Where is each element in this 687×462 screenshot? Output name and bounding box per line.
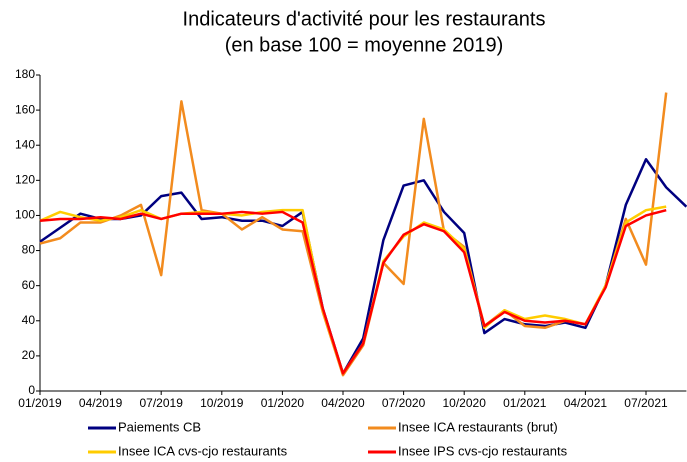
x-tick-label: 01/2020 [261,396,305,410]
legend-label: Insee ICA restaurants (brut) [398,419,558,434]
series-line [39,92,668,377]
series-line [39,158,687,375]
y-tick-label: 20 [22,348,36,362]
x-tick-label: 07/2019 [140,396,184,410]
x-tick-label: 10/2019 [200,396,244,410]
series-line [39,208,667,375]
y-tick-label: 0 [28,383,35,397]
y-tick-label: 140 [15,137,35,151]
x-tick-label: 07/2020 [382,396,426,410]
x-tick-label: 04/2019 [79,396,123,410]
y-tick-label: 120 [15,173,35,187]
y-tick-label: 100 [15,208,35,222]
y-tick-label: 80 [22,243,36,257]
y-tick-label: 60 [22,278,36,292]
chart-subtitle: (en base 100 = moyenne 2019) [225,34,504,56]
x-tick-label: 10/2020 [443,396,487,410]
y-tick-label: 160 [15,102,35,116]
legend-label: Insee IPS cvs-cjo restaurants [398,443,568,458]
x-tick-label: 04/2020 [321,396,365,410]
legend-label: Paiements CB [118,419,201,434]
x-tick-label: 01/2019 [18,396,62,410]
x-tick-label: 04/2021 [564,396,608,410]
chart-title: Indicateurs d'activité pour les restaura… [183,8,546,30]
y-tick-label: 180 [15,67,35,81]
x-tick-label: 01/2021 [503,396,547,410]
x-tick-label: 07/2021 [624,396,668,410]
y-tick-label: 40 [22,313,36,327]
legend-label: Insee ICA cvs-cjo restaurants [118,443,288,458]
series-line [39,205,667,375]
